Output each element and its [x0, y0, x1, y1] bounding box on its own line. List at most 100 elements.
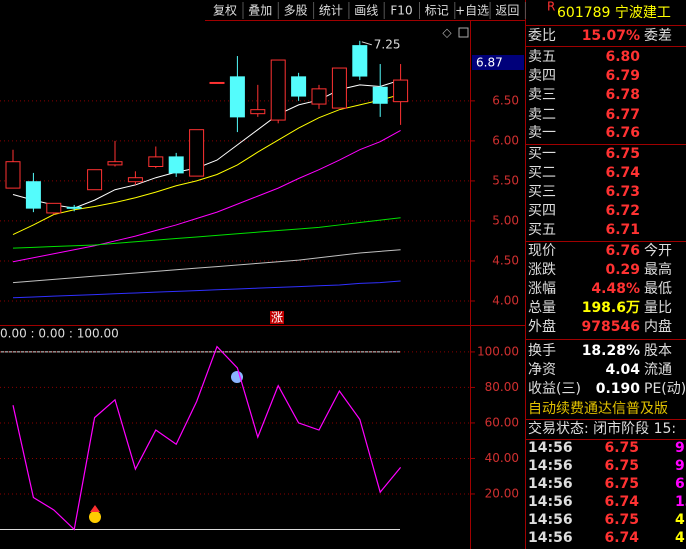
candle-body: [311, 88, 327, 105]
trade-volume: 9: [675, 440, 685, 456]
moving-average: [12, 93, 401, 235]
trade-volume: 13: [675, 494, 686, 510]
candle-body: [127, 177, 143, 183]
row-value: 6.77: [605, 107, 640, 123]
status: 交易状态: 闭市阶段 15:: [528, 420, 676, 437]
toolbar-button[interactable]: +自选: [455, 4, 489, 18]
trade-time: 14:56: [528, 530, 573, 546]
stock-title: 601789 宁波建工: [557, 4, 671, 21]
row-value: 4.48%: [591, 281, 640, 297]
row-value: 0.190: [596, 381, 641, 397]
row-label: 买五: [528, 222, 556, 238]
row-value: 6.78: [605, 87, 640, 103]
signal-box: [270, 311, 284, 324]
y-tick-label: 4.00: [492, 293, 519, 307]
toolbar-button[interactable]: 标记: [425, 4, 449, 18]
y-tick-label: 6.50: [492, 93, 519, 107]
trade-volume: 6: [675, 476, 685, 492]
row-value: 6.71: [605, 222, 640, 238]
trade-price: 6.75: [604, 512, 639, 528]
trade-price: 6.74: [604, 494, 639, 510]
candle-body: [270, 59, 286, 121]
candle-body: [372, 86, 388, 104]
row-value: 978546: [582, 319, 640, 335]
high-pointer: [361, 41, 372, 46]
row-value: 6.80: [605, 49, 640, 65]
row-value: 6.75: [605, 146, 640, 162]
trade-price: 6.75: [604, 476, 639, 492]
trade-price: 6.74: [604, 530, 639, 546]
y-tick-label: 6.00: [492, 133, 519, 147]
row-label: 买二: [528, 165, 556, 181]
row-right-label: 内盘: [644, 318, 672, 335]
icon: [458, 27, 469, 38]
row-label: 净资: [528, 362, 556, 378]
toolbar-button[interactable]: F10: [390, 4, 412, 18]
row-value: 15.07%: [582, 28, 640, 44]
candle-body: [46, 202, 62, 214]
candle-body: [209, 81, 225, 84]
row-right-label: PE(动): [644, 381, 686, 397]
row-label: 外盘: [528, 318, 556, 335]
row-label: 委比: [528, 28, 556, 44]
toolbar-button[interactable]: 统计: [319, 4, 343, 18]
high-label: 7.25: [374, 37, 401, 51]
toolbar-button[interactable]: 多股: [284, 4, 308, 18]
row-value: 198.6万: [582, 300, 640, 316]
row-label: 收益(三): [528, 381, 581, 397]
row-right-label: 股本: [644, 343, 672, 359]
candle-body: [393, 79, 409, 103]
toolbar-button[interactable]: 画线: [354, 4, 378, 18]
y-tick-label: 20.00: [485, 486, 519, 500]
trade-time: 14:56: [528, 440, 573, 456]
trade-volume: 4: [675, 530, 685, 546]
row-label: 总量: [528, 300, 556, 316]
row-value: 6.76: [605, 243, 640, 259]
row-value: 4.04: [605, 362, 640, 378]
row-label: 卖二: [528, 107, 556, 123]
candle-body: [5, 161, 21, 189]
candle-body: [331, 67, 347, 109]
row-label: 买三: [528, 184, 556, 200]
candle-body: [25, 181, 41, 209]
row-value: 0.29: [605, 262, 640, 278]
trade-price: 6.75: [604, 440, 639, 456]
candle-body: [66, 206, 82, 209]
toolbar-button[interactable]: 复权: [213, 4, 237, 18]
row-right-label: 今开: [644, 243, 672, 259]
candle-body: [189, 129, 205, 177]
row-label: 卖一: [528, 125, 556, 141]
row-label: 卖五: [528, 49, 556, 65]
candle-body: [168, 156, 184, 174]
y-tick-label: 5.50: [492, 173, 519, 187]
cursor-price-box: [472, 55, 524, 70]
banner: 自动续费通达信普及版: [528, 400, 668, 417]
row-label: 卖三: [528, 87, 556, 103]
row-label: 换手: [528, 342, 556, 359]
cursor-price: 6.87: [476, 56, 503, 70]
trade-time: 14:56: [528, 476, 573, 492]
row-label: 现价: [528, 243, 556, 259]
candle-body: [291, 76, 307, 97]
signal: 涨: [271, 310, 283, 325]
trade-time: 14:56: [528, 494, 573, 510]
trade-time: 14:56: [528, 512, 573, 528]
row-value: 6.74: [605, 165, 640, 181]
row-value: 6.72: [605, 203, 640, 219]
y-tick-label: 4.50: [492, 253, 519, 267]
icon: ◇: [442, 26, 452, 40]
candle-body: [148, 156, 164, 168]
candle-body: [229, 76, 245, 118]
moving-average: [12, 130, 401, 263]
indicator-header: 0.00 : 0.00 : 100.00: [0, 327, 119, 341]
candle-body: [250, 109, 266, 115]
row-label: 卖四: [528, 68, 556, 84]
y-tick-label: 80.00: [485, 380, 519, 394]
row-right-label: 流通: [644, 362, 672, 378]
toolbar-button[interactable]: 返回: [495, 4, 519, 18]
toolbar-button[interactable]: 叠加: [248, 4, 272, 18]
row-label: 涨幅: [528, 281, 556, 297]
indicator-line: [12, 345, 402, 531]
y-tick-label: 60.00: [485, 415, 519, 429]
